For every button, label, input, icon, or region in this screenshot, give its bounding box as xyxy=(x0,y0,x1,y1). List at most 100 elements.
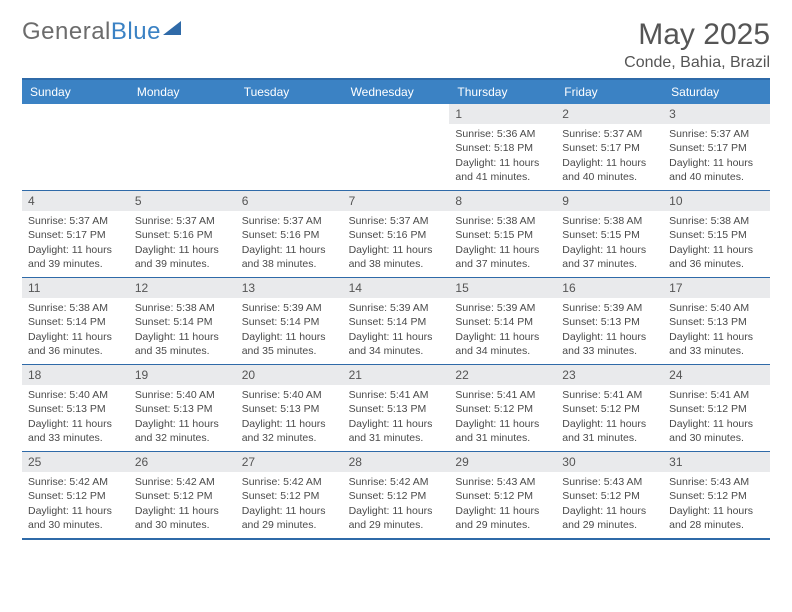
daylight-text: Daylight: 11 hours and 39 minutes. xyxy=(135,243,230,271)
day-number: 14 xyxy=(343,278,450,298)
sunrise-text: Sunrise: 5:38 AM xyxy=(669,214,764,228)
sunrise-text: Sunrise: 5:42 AM xyxy=(349,475,444,489)
sunset-text: Sunset: 5:12 PM xyxy=(135,489,230,503)
daylight-text: Daylight: 11 hours and 37 minutes. xyxy=(455,243,550,271)
sunrise-text: Sunrise: 5:38 AM xyxy=(135,301,230,315)
week-row: 25Sunrise: 5:42 AMSunset: 5:12 PMDayligh… xyxy=(22,452,770,540)
daylight-text: Daylight: 11 hours and 31 minutes. xyxy=(349,417,444,445)
day-number: 15 xyxy=(449,278,556,298)
day-body: Sunrise: 5:37 AMSunset: 5:16 PMDaylight:… xyxy=(343,211,450,275)
dow-cell: Wednesday xyxy=(343,80,450,104)
calendar-grid: SundayMondayTuesdayWednesdayThursdayFrid… xyxy=(22,78,770,540)
day-cell: 9Sunrise: 5:38 AMSunset: 5:15 PMDaylight… xyxy=(556,191,663,277)
day-body: Sunrise: 5:38 AMSunset: 5:15 PMDaylight:… xyxy=(449,211,556,275)
day-body: Sunrise: 5:40 AMSunset: 5:13 PMDaylight:… xyxy=(663,298,770,362)
day-cell: 12Sunrise: 5:38 AMSunset: 5:14 PMDayligh… xyxy=(129,278,236,364)
sunrise-text: Sunrise: 5:39 AM xyxy=(242,301,337,315)
dow-cell: Monday xyxy=(129,80,236,104)
daylight-text: Daylight: 11 hours and 30 minutes. xyxy=(135,504,230,532)
day-body: Sunrise: 5:38 AMSunset: 5:15 PMDaylight:… xyxy=(663,211,770,275)
brand-part2: Blue xyxy=(111,18,161,46)
sunrise-text: Sunrise: 5:37 AM xyxy=(562,127,657,141)
day-cell: 13Sunrise: 5:39 AMSunset: 5:14 PMDayligh… xyxy=(236,278,343,364)
brand-part1: General xyxy=(22,18,111,46)
week-row: 18Sunrise: 5:40 AMSunset: 5:13 PMDayligh… xyxy=(22,365,770,452)
sunset-text: Sunset: 5:14 PM xyxy=(28,315,123,329)
daylight-text: Daylight: 11 hours and 35 minutes. xyxy=(242,330,337,358)
sunrise-text: Sunrise: 5:37 AM xyxy=(28,214,123,228)
sunrise-text: Sunrise: 5:40 AM xyxy=(242,388,337,402)
day-body: Sunrise: 5:43 AMSunset: 5:12 PMDaylight:… xyxy=(663,472,770,536)
sunset-text: Sunset: 5:12 PM xyxy=(669,489,764,503)
page-header: GeneralBlue May 2025 Conde, Bahia, Brazi… xyxy=(22,18,770,72)
day-cell: 23Sunrise: 5:41 AMSunset: 5:12 PMDayligh… xyxy=(556,365,663,451)
daylight-text: Daylight: 11 hours and 29 minutes. xyxy=(242,504,337,532)
day-cell: 5Sunrise: 5:37 AMSunset: 5:16 PMDaylight… xyxy=(129,191,236,277)
week-row: 4Sunrise: 5:37 AMSunset: 5:17 PMDaylight… xyxy=(22,191,770,278)
day-cell: 3Sunrise: 5:37 AMSunset: 5:17 PMDaylight… xyxy=(663,104,770,190)
day-cell: 25Sunrise: 5:42 AMSunset: 5:12 PMDayligh… xyxy=(22,452,129,538)
day-cell: 19Sunrise: 5:40 AMSunset: 5:13 PMDayligh… xyxy=(129,365,236,451)
day-body: Sunrise: 5:43 AMSunset: 5:12 PMDaylight:… xyxy=(449,472,556,536)
day-number: 21 xyxy=(343,365,450,385)
logo-triangle-icon xyxy=(163,21,181,35)
sunrise-text: Sunrise: 5:42 AM xyxy=(135,475,230,489)
day-number: 7 xyxy=(343,191,450,211)
day-cell-empty xyxy=(129,104,236,190)
sunrise-text: Sunrise: 5:37 AM xyxy=(135,214,230,228)
sunrise-text: Sunrise: 5:37 AM xyxy=(242,214,337,228)
dow-cell: Sunday xyxy=(22,80,129,104)
day-number: 23 xyxy=(556,365,663,385)
day-number: 10 xyxy=(663,191,770,211)
day-body: Sunrise: 5:42 AMSunset: 5:12 PMDaylight:… xyxy=(22,472,129,536)
sunrise-text: Sunrise: 5:36 AM xyxy=(455,127,550,141)
day-body: Sunrise: 5:37 AMSunset: 5:17 PMDaylight:… xyxy=(663,124,770,188)
day-number: 12 xyxy=(129,278,236,298)
day-body: Sunrise: 5:42 AMSunset: 5:12 PMDaylight:… xyxy=(343,472,450,536)
sunrise-text: Sunrise: 5:42 AM xyxy=(28,475,123,489)
day-number: 28 xyxy=(343,452,450,472)
day-cell: 2Sunrise: 5:37 AMSunset: 5:17 PMDaylight… xyxy=(556,104,663,190)
day-body: Sunrise: 5:37 AMSunset: 5:16 PMDaylight:… xyxy=(236,211,343,275)
sunset-text: Sunset: 5:12 PM xyxy=(242,489,337,503)
daylight-text: Daylight: 11 hours and 33 minutes. xyxy=(562,330,657,358)
day-number: 8 xyxy=(449,191,556,211)
daylight-text: Daylight: 11 hours and 31 minutes. xyxy=(562,417,657,445)
sunrise-text: Sunrise: 5:37 AM xyxy=(349,214,444,228)
sunset-text: Sunset: 5:12 PM xyxy=(455,489,550,503)
weeks-container: 1Sunrise: 5:36 AMSunset: 5:18 PMDaylight… xyxy=(22,104,770,540)
day-body: Sunrise: 5:38 AMSunset: 5:14 PMDaylight:… xyxy=(129,298,236,362)
day-of-week-header: SundayMondayTuesdayWednesdayThursdayFrid… xyxy=(22,80,770,104)
day-number: 1 xyxy=(449,104,556,124)
sunrise-text: Sunrise: 5:37 AM xyxy=(669,127,764,141)
daylight-text: Daylight: 11 hours and 30 minutes. xyxy=(669,417,764,445)
day-number: 4 xyxy=(22,191,129,211)
sunset-text: Sunset: 5:15 PM xyxy=(669,228,764,242)
sunset-text: Sunset: 5:15 PM xyxy=(562,228,657,242)
day-cell: 27Sunrise: 5:42 AMSunset: 5:12 PMDayligh… xyxy=(236,452,343,538)
day-number: 24 xyxy=(663,365,770,385)
week-row: 1Sunrise: 5:36 AMSunset: 5:18 PMDaylight… xyxy=(22,104,770,191)
day-body: Sunrise: 5:38 AMSunset: 5:15 PMDaylight:… xyxy=(556,211,663,275)
sunset-text: Sunset: 5:12 PM xyxy=(669,402,764,416)
day-number: 11 xyxy=(22,278,129,298)
day-number: 19 xyxy=(129,365,236,385)
day-number: 27 xyxy=(236,452,343,472)
brand-logo: GeneralBlue xyxy=(22,18,181,46)
sunset-text: Sunset: 5:14 PM xyxy=(349,315,444,329)
sunrise-text: Sunrise: 5:38 AM xyxy=(28,301,123,315)
day-body: Sunrise: 5:40 AMSunset: 5:13 PMDaylight:… xyxy=(236,385,343,449)
location-label: Conde, Bahia, Brazil xyxy=(624,54,770,72)
daylight-text: Daylight: 11 hours and 33 minutes. xyxy=(669,330,764,358)
day-cell: 31Sunrise: 5:43 AMSunset: 5:12 PMDayligh… xyxy=(663,452,770,538)
sunset-text: Sunset: 5:16 PM xyxy=(135,228,230,242)
day-body: Sunrise: 5:43 AMSunset: 5:12 PMDaylight:… xyxy=(556,472,663,536)
daylight-text: Daylight: 11 hours and 29 minutes. xyxy=(562,504,657,532)
day-body: Sunrise: 5:39 AMSunset: 5:14 PMDaylight:… xyxy=(236,298,343,362)
sunrise-text: Sunrise: 5:40 AM xyxy=(28,388,123,402)
daylight-text: Daylight: 11 hours and 30 minutes. xyxy=(28,504,123,532)
daylight-text: Daylight: 11 hours and 32 minutes. xyxy=(135,417,230,445)
day-cell: 26Sunrise: 5:42 AMSunset: 5:12 PMDayligh… xyxy=(129,452,236,538)
sunrise-text: Sunrise: 5:41 AM xyxy=(349,388,444,402)
sunset-text: Sunset: 5:17 PM xyxy=(28,228,123,242)
